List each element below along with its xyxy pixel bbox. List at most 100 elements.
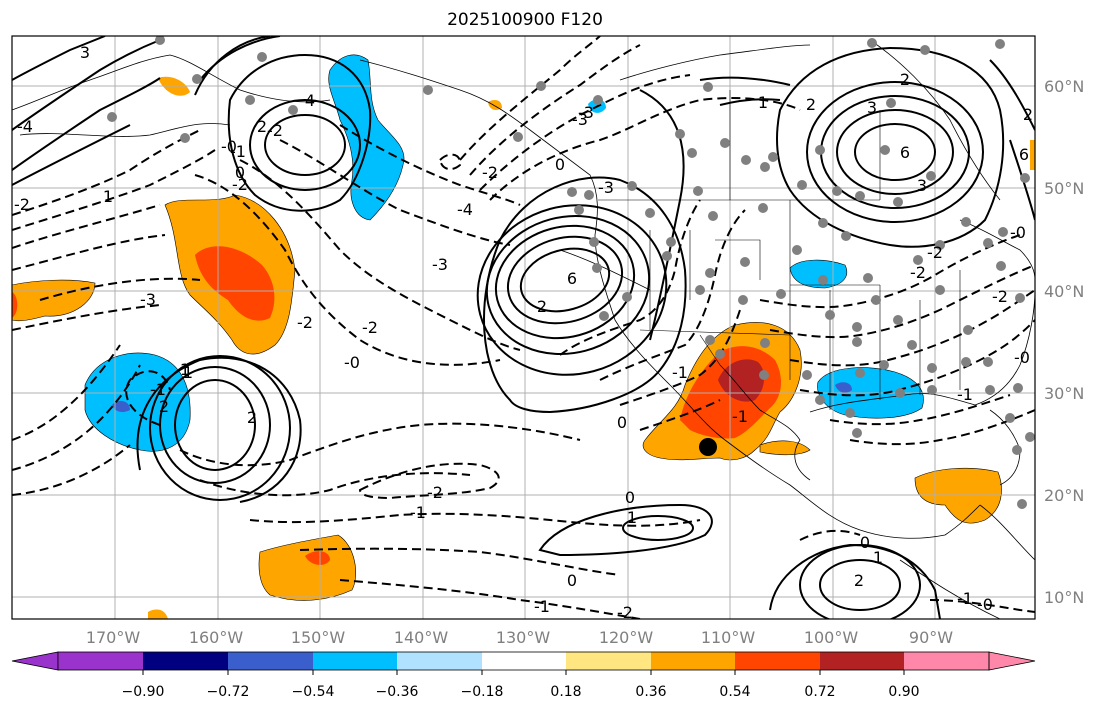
warm-region — [258, 534, 357, 601]
contour-label: 0 — [235, 163, 245, 182]
lat-label: 50°N — [1044, 179, 1084, 198]
lon-label: 160°W — [189, 628, 244, 647]
lat-label: 20°N — [1044, 486, 1084, 505]
contour-label: 3 — [917, 176, 927, 195]
contour-label: -0 — [1014, 348, 1030, 367]
colorbar-segment — [904, 652, 989, 670]
cool-region-core — [835, 382, 852, 393]
colorbar-segment — [735, 652, 820, 670]
contour-label: 1 — [873, 548, 883, 567]
colorbar-segment — [143, 652, 228, 670]
contour-label: 2 — [537, 297, 547, 316]
contour-label: 1 — [627, 508, 637, 527]
contour-label: -0 — [221, 137, 237, 156]
contour-label: 6 — [900, 143, 910, 162]
location-marker — [699, 438, 717, 456]
cool-region-core — [112, 400, 130, 413]
contour-labels: 3 4 2 1 0 -2 -1 -3 -4 6 2 1 3 -2 -1 -3 -… — [14, 43, 1033, 622]
map-title: 2025100900 F120 — [447, 10, 603, 30]
contour-label: -0 — [977, 595, 993, 614]
contour-label: -2 — [482, 163, 498, 182]
contour-label: -4 — [457, 200, 473, 219]
lat-label: 30°N — [1044, 384, 1084, 403]
contour-label: 2 — [247, 408, 257, 427]
lon-label: 170°W — [86, 628, 141, 647]
warm-region-core — [12, 292, 18, 318]
lon-label: 140°W — [394, 628, 449, 647]
contour-label: -2 — [297, 313, 313, 332]
colorbar-tick-label: −0.90 — [122, 684, 165, 700]
contour-label: -1 — [732, 407, 748, 426]
contour-label: -3 — [140, 290, 156, 309]
colorbar-segment — [313, 652, 397, 670]
colorbar-segment — [58, 652, 143, 670]
contour-label: 1 — [103, 187, 113, 206]
colorbar-tick-label: −0.36 — [376, 684, 419, 700]
contour-label: 0 — [555, 155, 565, 174]
contour-label: 2 — [806, 95, 816, 114]
station-markers — [107, 36, 1035, 509]
warm-region-core — [195, 246, 275, 321]
warm-region — [12, 279, 96, 322]
contours-positive — [12, 36, 1035, 619]
contour-label: -1 — [534, 597, 550, 616]
contour-label: -2 — [927, 243, 943, 262]
contour-label: 1 — [180, 360, 190, 379]
lon-label: 90°W — [909, 628, 953, 647]
lon-label: 110°W — [701, 628, 756, 647]
colorbar-segment — [482, 652, 566, 670]
contour-label: 3 — [867, 98, 877, 117]
contour-label: -2 — [427, 483, 443, 502]
colorbar-segment — [566, 652, 651, 670]
contour-label: -2 — [232, 175, 248, 194]
warm-region — [759, 440, 811, 456]
contour-label: 0 — [625, 488, 635, 507]
colorbar-tick-label: 0.36 — [635, 684, 666, 700]
latitude-labels: 60°N 50°N 40°N 30°N 20°N 10°N — [1044, 77, 1084, 607]
lat-label: 40°N — [1044, 282, 1084, 301]
contour-label: -3 — [572, 110, 588, 129]
colorbar-segment — [820, 652, 904, 670]
lon-label: 130°W — [496, 628, 551, 647]
contour-label: -1 — [230, 142, 246, 161]
contour-label: -2 — [992, 287, 1008, 306]
contour-label: -0 — [1010, 223, 1026, 242]
colorbar-segment — [228, 652, 313, 670]
contour-label: 2 — [854, 571, 864, 590]
colorbar-segment — [397, 652, 482, 670]
contour-label: -1 — [957, 385, 973, 404]
contour-label: -2 — [362, 318, 378, 337]
contour-label: -0 — [344, 353, 360, 372]
lon-label: 120°W — [599, 628, 654, 647]
contours-negative — [12, 36, 1035, 619]
warm-region — [488, 100, 502, 110]
contour-label: -1 — [672, 363, 688, 382]
state-borders — [598, 90, 961, 410]
contour-label: -3 — [598, 178, 614, 197]
colorbar-tick-label: −0.54 — [292, 684, 335, 700]
colorbar-tick-label: −0.18 — [461, 684, 504, 700]
cool-region — [789, 259, 848, 289]
contour-label: -1 — [410, 503, 426, 522]
contour-label: 2 — [900, 70, 910, 89]
map-frame — [11, 35, 1036, 620]
contour-label: 2 — [257, 117, 267, 136]
contour-label: 0 — [567, 571, 577, 590]
lon-label: 150°W — [291, 628, 346, 647]
colorbar-tick-label: 0.72 — [804, 684, 835, 700]
lat-label: 60°N — [1044, 77, 1084, 96]
contour-label: 1 — [183, 363, 193, 382]
colorbar-tick-label: 0.90 — [888, 684, 919, 700]
colorbar-over-triangle — [988, 651, 1036, 671]
longitude-labels: 170°W 160°W 150°W 140°W 130°W 120°W 110°… — [86, 628, 953, 647]
contour-label: 3 — [80, 43, 90, 62]
warm-region — [148, 609, 168, 619]
contour-label: 2 — [159, 397, 169, 416]
warm-region-core — [305, 551, 330, 565]
coastlines — [12, 39, 1035, 619]
colorbar-tick-label: 0.54 — [719, 684, 750, 700]
contour-label: -2 — [617, 603, 633, 622]
colorbar-under-triangle — [11, 651, 59, 671]
colorbar: −0.90 −0.72 −0.54 −0.36 −0.18 0.18 0.36 … — [11, 651, 1036, 700]
colorbar-ticks — [142, 670, 905, 675]
